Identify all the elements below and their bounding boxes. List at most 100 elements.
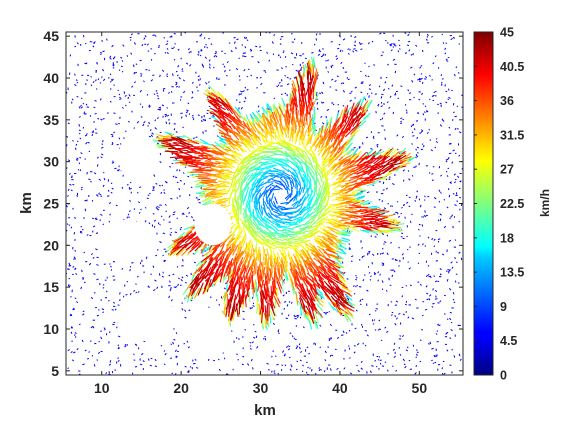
background-vector: [335, 55, 338, 58]
background-vector: [355, 285, 357, 288]
wind-vector: [215, 176, 227, 181]
wind-vector: [256, 186, 264, 193]
wind-vector: [341, 289, 353, 297]
background-vector: [406, 235, 408, 238]
wind-vector: [336, 188, 347, 195]
wind-vector: [231, 139, 242, 147]
background-vector: [401, 135, 405, 139]
background-vector: [430, 149, 433, 152]
wind-vector: [294, 246, 303, 256]
wind-vector: [313, 210, 322, 217]
background-vector: [361, 298, 364, 301]
background-vector: [185, 114, 187, 117]
wind-vector: [275, 170, 284, 175]
wind-vector: [321, 215, 328, 226]
wind-vector: [391, 150, 403, 158]
wind-vector: [272, 250, 277, 262]
background-vector: [399, 353, 402, 356]
wind-vector: [209, 253, 219, 264]
background-vector: [175, 332, 178, 335]
background-vector: [278, 81, 281, 84]
background-vector: [110, 191, 113, 194]
background-vector: [284, 92, 287, 95]
wind-vector: [269, 226, 278, 233]
background-vector: [408, 267, 411, 270]
wind-vector: [223, 134, 234, 144]
background-vector: [164, 250, 167, 253]
storm-wind-vectors: [152, 56, 417, 331]
background-vector: [166, 52, 169, 55]
wind-vector: [194, 178, 205, 183]
background-vector: [392, 58, 396, 61]
wind-vector: [302, 252, 310, 263]
background-vector: [240, 106, 243, 110]
wind-vector: [265, 245, 277, 250]
background-vector: [415, 44, 418, 47]
wind-vector: [338, 224, 351, 227]
wind-vector: [270, 212, 278, 219]
wind-vector: [299, 186, 304, 196]
wind-vector: [253, 186, 258, 196]
background-vector: [223, 357, 226, 360]
wind-vector: [341, 237, 351, 241]
wind-vector: [280, 131, 286, 142]
wind-vector: [310, 154, 317, 165]
wind-vector: [239, 290, 246, 304]
background-vector: [172, 175, 175, 178]
background-vector: [108, 299, 110, 302]
wind-vector: [368, 205, 378, 208]
background-vector: [95, 79, 97, 82]
wind-vector: [385, 218, 398, 221]
y-tick-label: 45: [43, 28, 59, 44]
wind-vector: [314, 240, 324, 249]
wind-vector: [296, 146, 307, 153]
background-vector: [416, 155, 419, 158]
background-vector: [426, 273, 430, 277]
background-vector: [441, 33, 444, 36]
wind-vector: [344, 306, 353, 316]
background-vector: [283, 300, 287, 303]
y-tick-label: 35: [43, 112, 59, 128]
wind-vector: [313, 197, 319, 207]
wind-vector: [284, 119, 290, 131]
background-vector: [259, 45, 261, 48]
background-vector: [446, 175, 449, 177]
wind-vector: [274, 297, 277, 309]
background-vector: [393, 355, 396, 359]
background-vector: [354, 36, 357, 38]
background-vector: [210, 43, 213, 45]
wind-vector: [247, 197, 252, 207]
wind-vector: [283, 249, 288, 261]
background-vector: [271, 41, 274, 44]
background-vector: [193, 261, 197, 264]
wind-vector: [323, 261, 335, 271]
background-vector: [368, 88, 372, 91]
wind-vector: [288, 147, 297, 156]
background-vector: [428, 98, 431, 101]
wind-vector: [307, 60, 312, 74]
background-vector: [359, 303, 362, 306]
background-vector: [148, 104, 151, 107]
background-vector: [86, 234, 89, 236]
background-vector: [354, 97, 356, 99]
background-vector: [368, 202, 371, 205]
wind-vector: [213, 103, 226, 111]
wind-vector: [301, 166, 307, 176]
background-vector: [346, 278, 349, 280]
wind-vector: [338, 278, 348, 287]
background-vector: [396, 201, 399, 203]
wind-vector: [319, 198, 323, 210]
wind-vector: [218, 113, 228, 124]
background-vector: [356, 364, 358, 367]
background-vector: [337, 47, 340, 50]
background-vector: [451, 266, 454, 269]
wind-vector: [224, 157, 236, 162]
background-vector: [290, 301, 293, 304]
wind-vector: [345, 215, 358, 220]
wind-vector: [246, 278, 250, 292]
y-tick-label: 30: [43, 154, 59, 170]
wind-vector: [350, 129, 360, 138]
background-vector: [448, 126, 451, 129]
wind-vector: [262, 217, 271, 225]
background-vector: [331, 102, 334, 104]
